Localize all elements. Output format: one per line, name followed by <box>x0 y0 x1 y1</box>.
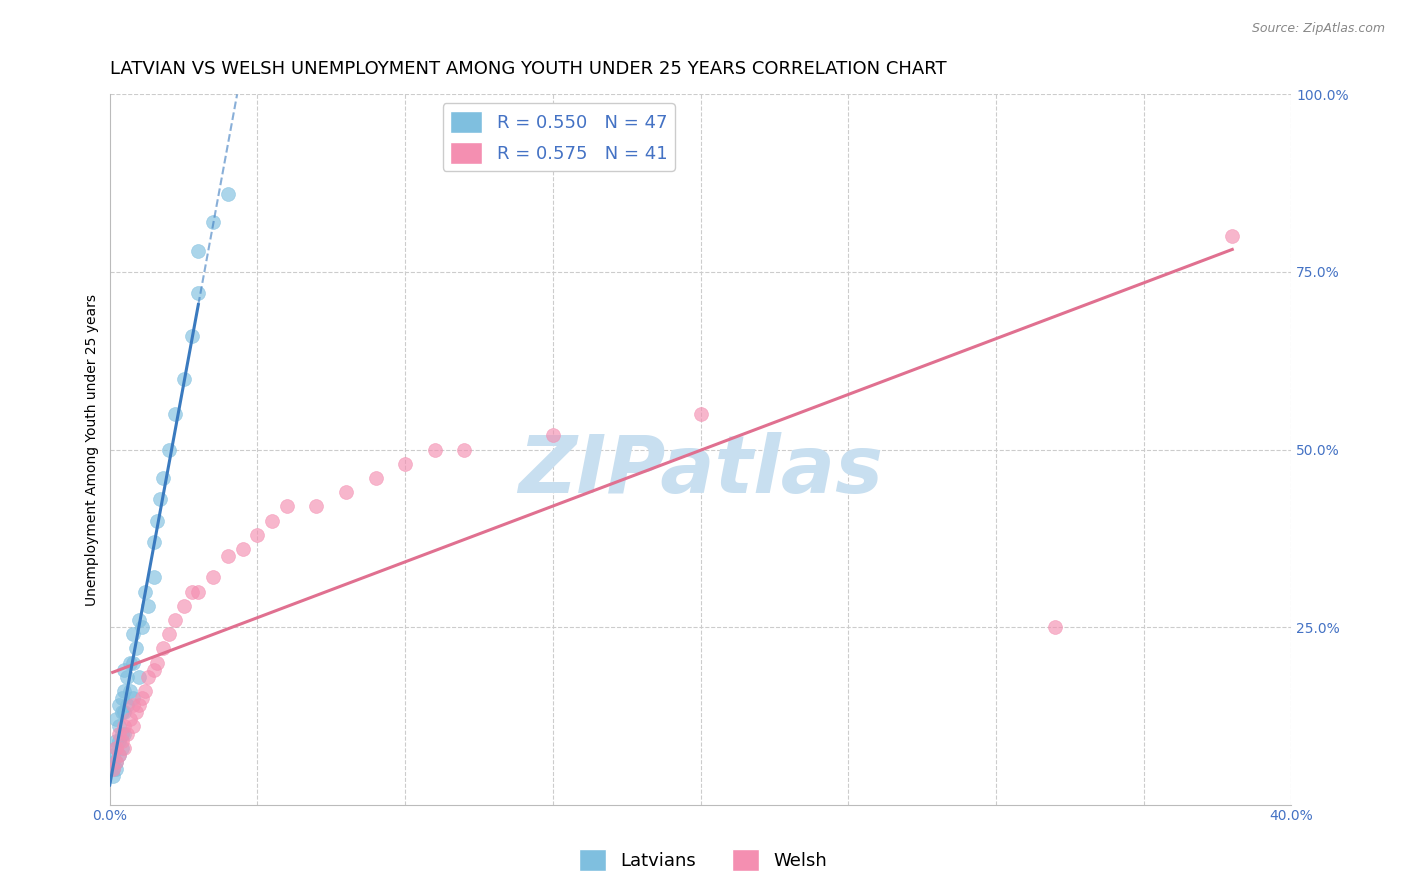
Point <box>122 698 145 713</box>
Text: LATVIAN VS WELSH UNEMPLOYMENT AMONG YOUTH UNDER 25 YEARS CORRELATION CHART: LATVIAN VS WELSH UNEMPLOYMENT AMONG YOUT… <box>110 60 946 78</box>
Point <box>101 762 124 776</box>
Point <box>146 656 169 670</box>
Point <box>114 663 136 677</box>
Point <box>107 719 129 733</box>
Point <box>143 534 166 549</box>
Text: ZIPatlas: ZIPatlas <box>517 432 883 510</box>
Y-axis label: Unemployment Among Youth under 25 years: Unemployment Among Youth under 25 years <box>86 293 100 606</box>
Point <box>110 706 132 720</box>
Point <box>117 670 139 684</box>
Point <box>136 599 159 613</box>
Point <box>173 599 195 613</box>
Point <box>107 747 129 762</box>
Point <box>187 584 209 599</box>
Point <box>146 514 169 528</box>
Point <box>104 755 127 769</box>
Point <box>122 719 145 733</box>
Text: Source: ZipAtlas.com: Source: ZipAtlas.com <box>1251 22 1385 36</box>
Point <box>163 407 186 421</box>
Point <box>364 471 387 485</box>
Point <box>114 740 136 755</box>
Point <box>136 670 159 684</box>
Point <box>104 762 127 776</box>
Point <box>110 691 132 706</box>
Point <box>157 627 180 641</box>
Point <box>163 613 186 627</box>
Point <box>152 641 174 656</box>
Point <box>217 549 239 563</box>
Point <box>107 733 129 747</box>
Point <box>101 747 124 762</box>
Point <box>104 733 127 747</box>
Point <box>143 570 166 584</box>
Point <box>143 663 166 677</box>
Point <box>120 684 142 698</box>
Point <box>157 442 180 457</box>
Point <box>101 769 124 783</box>
Point <box>335 485 357 500</box>
Point <box>122 656 145 670</box>
Point <box>262 514 284 528</box>
Point <box>305 500 328 514</box>
Point <box>152 471 174 485</box>
Point <box>453 442 475 457</box>
Point <box>107 747 129 762</box>
Point <box>107 726 129 740</box>
Point <box>114 726 136 740</box>
Point <box>114 706 136 720</box>
Point <box>104 712 127 726</box>
Point <box>122 627 145 641</box>
Point <box>128 698 150 713</box>
Point <box>114 684 136 698</box>
Point <box>394 457 416 471</box>
Point <box>181 329 204 343</box>
Point <box>149 492 172 507</box>
Point <box>128 670 150 684</box>
Point <box>117 726 139 740</box>
Point <box>120 656 142 670</box>
Point <box>173 371 195 385</box>
Legend: R = 0.550   N = 47, R = 0.575   N = 41: R = 0.550 N = 47, R = 0.575 N = 41 <box>443 103 675 171</box>
Point <box>541 428 564 442</box>
Point <box>128 613 150 627</box>
Point <box>131 620 153 634</box>
Point <box>110 726 132 740</box>
Point <box>120 712 142 726</box>
Point <box>114 719 136 733</box>
Point <box>101 755 124 769</box>
Point <box>187 244 209 258</box>
Point <box>125 706 148 720</box>
Point <box>276 500 298 514</box>
Point <box>122 691 145 706</box>
Point <box>181 584 204 599</box>
Point <box>104 755 127 769</box>
Point <box>187 286 209 301</box>
Point <box>202 215 225 229</box>
Legend: Latvians, Welsh: Latvians, Welsh <box>571 842 835 879</box>
Point <box>217 186 239 201</box>
Point <box>104 740 127 755</box>
Point <box>134 684 156 698</box>
Point <box>1043 620 1066 634</box>
Point <box>423 442 446 457</box>
Point <box>104 740 127 755</box>
Point <box>1220 229 1243 244</box>
Point <box>110 740 132 755</box>
Point <box>107 698 129 713</box>
Point <box>110 733 132 747</box>
Point <box>117 698 139 713</box>
Point <box>232 541 254 556</box>
Point <box>125 641 148 656</box>
Point <box>689 407 711 421</box>
Point <box>246 527 269 541</box>
Point <box>134 584 156 599</box>
Point <box>101 762 124 776</box>
Point <box>131 691 153 706</box>
Point <box>202 570 225 584</box>
